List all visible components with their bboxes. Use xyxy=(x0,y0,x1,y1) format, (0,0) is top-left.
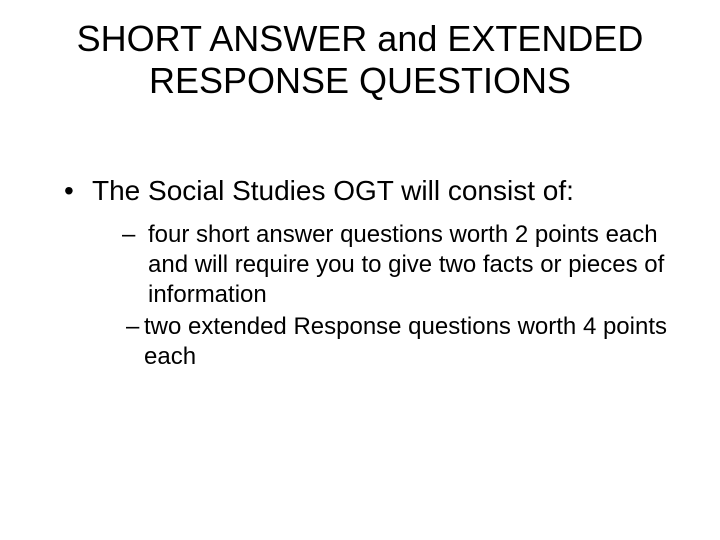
slide-title: SHORT ANSWER and EXTENDED RESPONSE QUEST… xyxy=(30,18,690,103)
bullet-list-level2: four short answer questions worth 2 poin… xyxy=(92,220,670,372)
sub-bullet-text: four short answer questions worth 2 poin… xyxy=(148,221,664,308)
bullet-list-level1: The Social Studies OGT will consist of: … xyxy=(30,173,690,372)
list-item: The Social Studies OGT will consist of: … xyxy=(60,173,670,372)
sub-bullet-text: two extended Response questions worth 4 … xyxy=(144,313,667,370)
bullet-text: The Social Studies OGT will consist of: xyxy=(92,175,574,206)
list-item: four short answer questions worth 2 poin… xyxy=(122,220,670,310)
slide: SHORT ANSWER and EXTENDED RESPONSE QUEST… xyxy=(0,0,720,540)
list-item: two extended Response questions worth 4 … xyxy=(122,312,670,372)
